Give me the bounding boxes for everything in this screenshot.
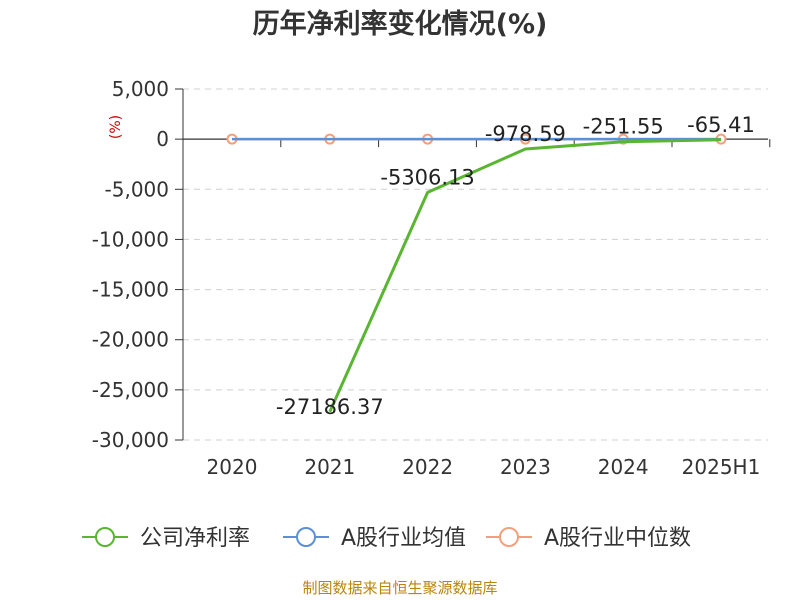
x-tick-label: 2023	[500, 455, 551, 479]
gridlines	[183, 88, 768, 441]
data-label: -978.59	[485, 122, 566, 146]
y-tick-label: -20,000	[92, 328, 169, 352]
legend: 公司净利率 A股行业均值 A股行业中位数	[82, 526, 691, 551]
y-axis-label: (%)	[108, 115, 124, 139]
x-tick-label: 2025H1	[682, 455, 761, 479]
series-line	[328, 138, 722, 413]
y-tick-label: -25,000	[92, 378, 169, 402]
series-lines	[226, 133, 727, 413]
legend-swatch-marker	[499, 527, 519, 547]
y-tick-label: -10,000	[92, 227, 169, 251]
chart-title: 历年净利率变化情况(%)	[253, 8, 548, 40]
y-tick-label: 0	[156, 127, 169, 151]
axes: 5,000 0 -5,000 -10,000 -15,000 -20,000 -25,000…	[92, 77, 771, 479]
y-tick-label: -15,000	[92, 278, 169, 302]
data-label: -65.41	[687, 113, 755, 137]
y-tick-label: -5,000	[105, 177, 169, 201]
legend-label: A股行业均值	[341, 526, 466, 551]
data-label: -5306.13	[380, 165, 474, 189]
y-tick-label: 5,000	[112, 77, 169, 101]
y-tick-label: -30,000	[92, 428, 169, 452]
x-tick-label: 2022	[402, 455, 453, 479]
data-label: -27186.37	[276, 395, 384, 419]
legend-swatch-marker	[296, 527, 316, 547]
legend-swatch-marker	[95, 527, 115, 547]
data-label: -251.55	[583, 115, 664, 139]
data-labels: -27186.37 -5306.13 -978.59 -251.55 -65.41	[276, 113, 755, 419]
source-note: 制图数据来自恒生聚源数据库	[302, 579, 497, 597]
x-tick-label: 2021	[304, 455, 355, 479]
x-tick-label: 2020	[207, 455, 258, 479]
legend-label: 公司净利率	[140, 526, 250, 551]
x-tick-label: 2024	[598, 455, 649, 479]
legend-label: A股行业中位数	[544, 526, 691, 551]
